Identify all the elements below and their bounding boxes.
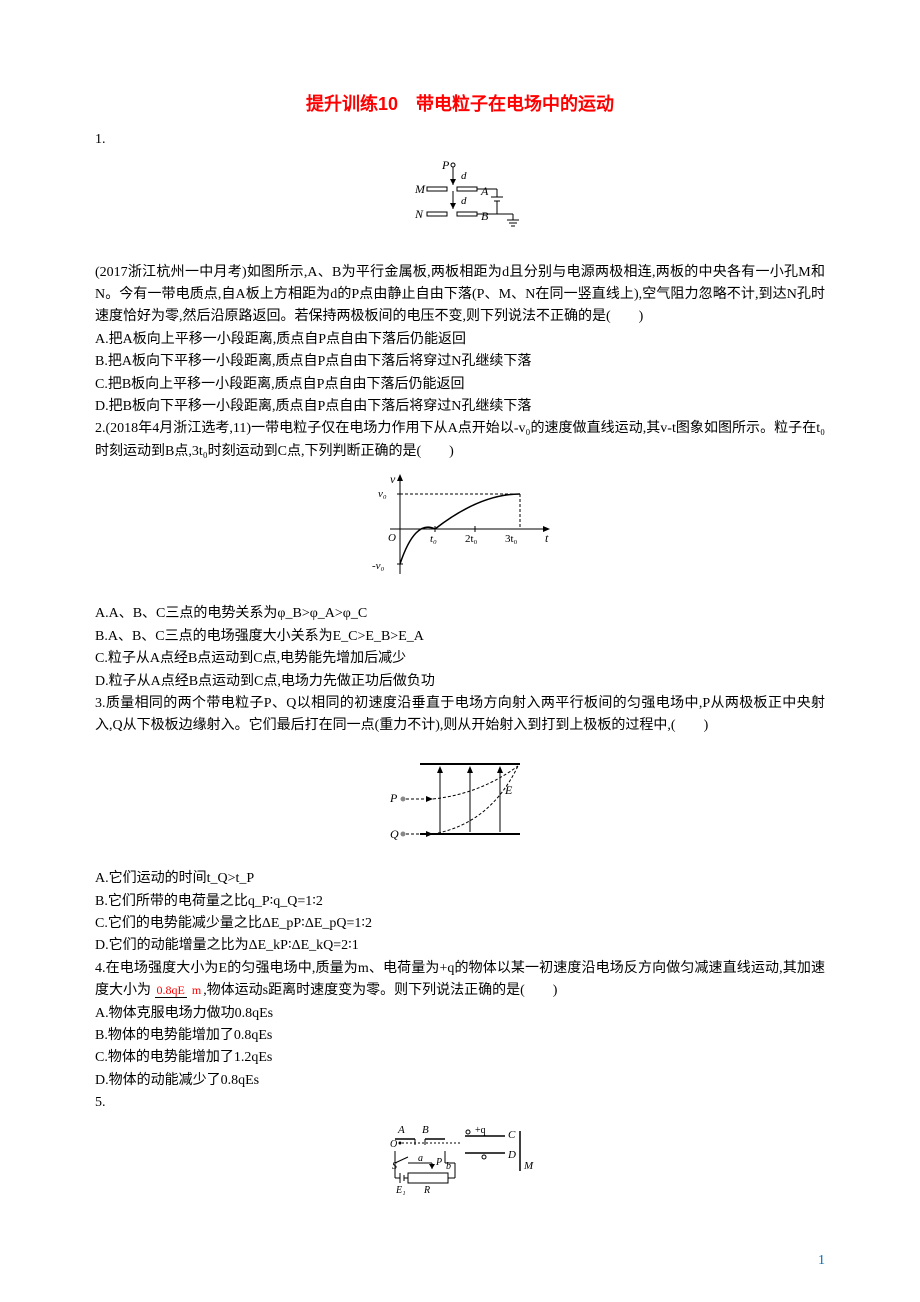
svg-text:D: D — [507, 1149, 516, 1161]
q3-choice-a: A.它们运动的时间t_Q>t_P — [95, 868, 825, 890]
svg-text:A: A — [397, 1124, 405, 1136]
q2-choice-b: B.A、B、C三点的电场强度大小关系为E_C>E_B>E_A — [95, 626, 825, 648]
svg-text:d: d — [461, 195, 467, 207]
q2-stem: 2.(2018年4月浙江选考,11)一带电粒子仅在电场力作用下从A点开始以-v₀… — [95, 418, 825, 463]
svg-text:v₀: v₀ — [378, 488, 387, 500]
svg-text:N: N — [414, 207, 424, 221]
q3-number: 3. — [95, 696, 106, 711]
svg-text:O: O — [388, 532, 396, 544]
svg-text:v: v — [390, 472, 396, 486]
q1-choice-c: C.把B板向上平移一小段距离,质点自P点自由下落后仍能返回 — [95, 374, 825, 396]
page-number: 1 — [818, 1250, 825, 1272]
svg-text:t₀: t₀ — [430, 533, 437, 545]
q2-choice-a: A.A、B、C三点的电势关系为φ_B>φ_A>φ_C — [95, 603, 825, 625]
svg-text:C: C — [508, 1129, 516, 1141]
svg-text:-v₀: -v₀ — [372, 560, 385, 572]
svg-text:3t₀: 3t₀ — [505, 533, 518, 545]
q1-choice-b: B.把A板向下平移一小段距离,质点自P点自由下落后将穿过N孔继续下落 — [95, 351, 825, 373]
document-title: 提升训练10 带电粒子在电场中的运动 — [95, 90, 825, 119]
q4-choice-d: D.物体的动能减少了0.8qEs — [95, 1070, 825, 1092]
svg-text:d: d — [461, 170, 467, 182]
svg-text:t: t — [545, 531, 549, 545]
svg-text:P: P — [441, 158, 450, 172]
q2-choice-d: D.粒子从A点经B点运动到C点,电场力先做正功后做负功 — [95, 671, 825, 693]
q1-stem: (2017浙江杭州一中月考)如图所示,A、B为平行金属板,两板相距为d且分别与电… — [95, 262, 825, 329]
q1-figure: P d M A d N B — [95, 157, 825, 255]
q2-figure: v t O v₀ -v₀ t₀ 2t₀ 3t₀ — [95, 469, 825, 597]
q1-choice-a: A.把A板向上平移一小段距离,质点自P点自由下落后仍能返回 — [95, 329, 825, 351]
q1-diagram: P d M A d N B — [385, 157, 535, 247]
q3-diagram: E P Q — [370, 744, 550, 854]
svg-text:R: R — [423, 1185, 430, 1196]
svg-text:E: E — [504, 783, 513, 797]
q4-stem: 4.在电场强度大小为E的匀强电场中,质量为m、电荷量为+q的物体以某一初速度沿电… — [95, 958, 825, 1003]
q4-choice-c: C.物体的电势能增加了1.2qEs — [95, 1047, 825, 1069]
q3-stem: 3.质量相同的两个带电粒子P、Q以相同的初速度沿垂直于电场方向射入两平行板间的匀… — [95, 693, 825, 738]
q4-choice-b: B.物体的电势能增加了0.8qEs — [95, 1025, 825, 1047]
svg-text:E₁: E₁ — [395, 1185, 406, 1196]
svg-text:2t₀: 2t₀ — [465, 533, 478, 545]
q3-choice-d: D.它们的动能增量之比为ΔE_kP∶ΔE_kQ=2∶1 — [95, 935, 825, 957]
svg-text:B: B — [422, 1124, 429, 1136]
q2-number: 2. — [95, 421, 106, 436]
q4-choice-a: A.物体克服电场力做功0.8qEs — [95, 1003, 825, 1025]
svg-text:Q: Q — [390, 827, 399, 841]
q1-choice-d: D.把B板向下平移一小段距离,质点自P点自由下落后将穿过N孔继续下落 — [95, 396, 825, 418]
svg-text:A: A — [480, 184, 489, 198]
svg-text:+q: +q — [475, 1125, 486, 1136]
svg-text:B: B — [481, 209, 489, 223]
q3-figure: E P Q — [95, 744, 825, 862]
svg-text:M: M — [414, 182, 426, 196]
q5-number: 5. — [95, 1092, 825, 1114]
q2-graph: v t O v₀ -v₀ t₀ 2t₀ 3t₀ — [360, 469, 560, 589]
q5-diagram: A B O C +q D M S a — [360, 1121, 560, 1211]
q4-fraction: 0.8qE m — [155, 981, 204, 1000]
q3-choice-b: B.它们所带的电荷量之比q_P∶q_Q=1∶2 — [95, 891, 825, 913]
svg-text:P: P — [435, 1157, 442, 1168]
svg-text:M: M — [523, 1160, 534, 1172]
svg-text:O: O — [390, 1139, 397, 1150]
q5-figure: A B O C +q D M S a — [95, 1121, 825, 1219]
svg-text:a: a — [418, 1153, 423, 1164]
svg-text:P: P — [389, 791, 398, 805]
q3-choice-c: C.它们的电势能减少量之比ΔE_pP∶ΔE_pQ=1∶2 — [95, 913, 825, 935]
page-container: 提升训练10 带电粒子在电场中的运动 1. P d M A d N B — [0, 0, 920, 1302]
q1-number: 1. — [95, 129, 825, 151]
q4-number: 4. — [95, 961, 106, 976]
q2-choice-c: C.粒子从A点经B点运动到C点,电势能先增加后减少 — [95, 648, 825, 670]
